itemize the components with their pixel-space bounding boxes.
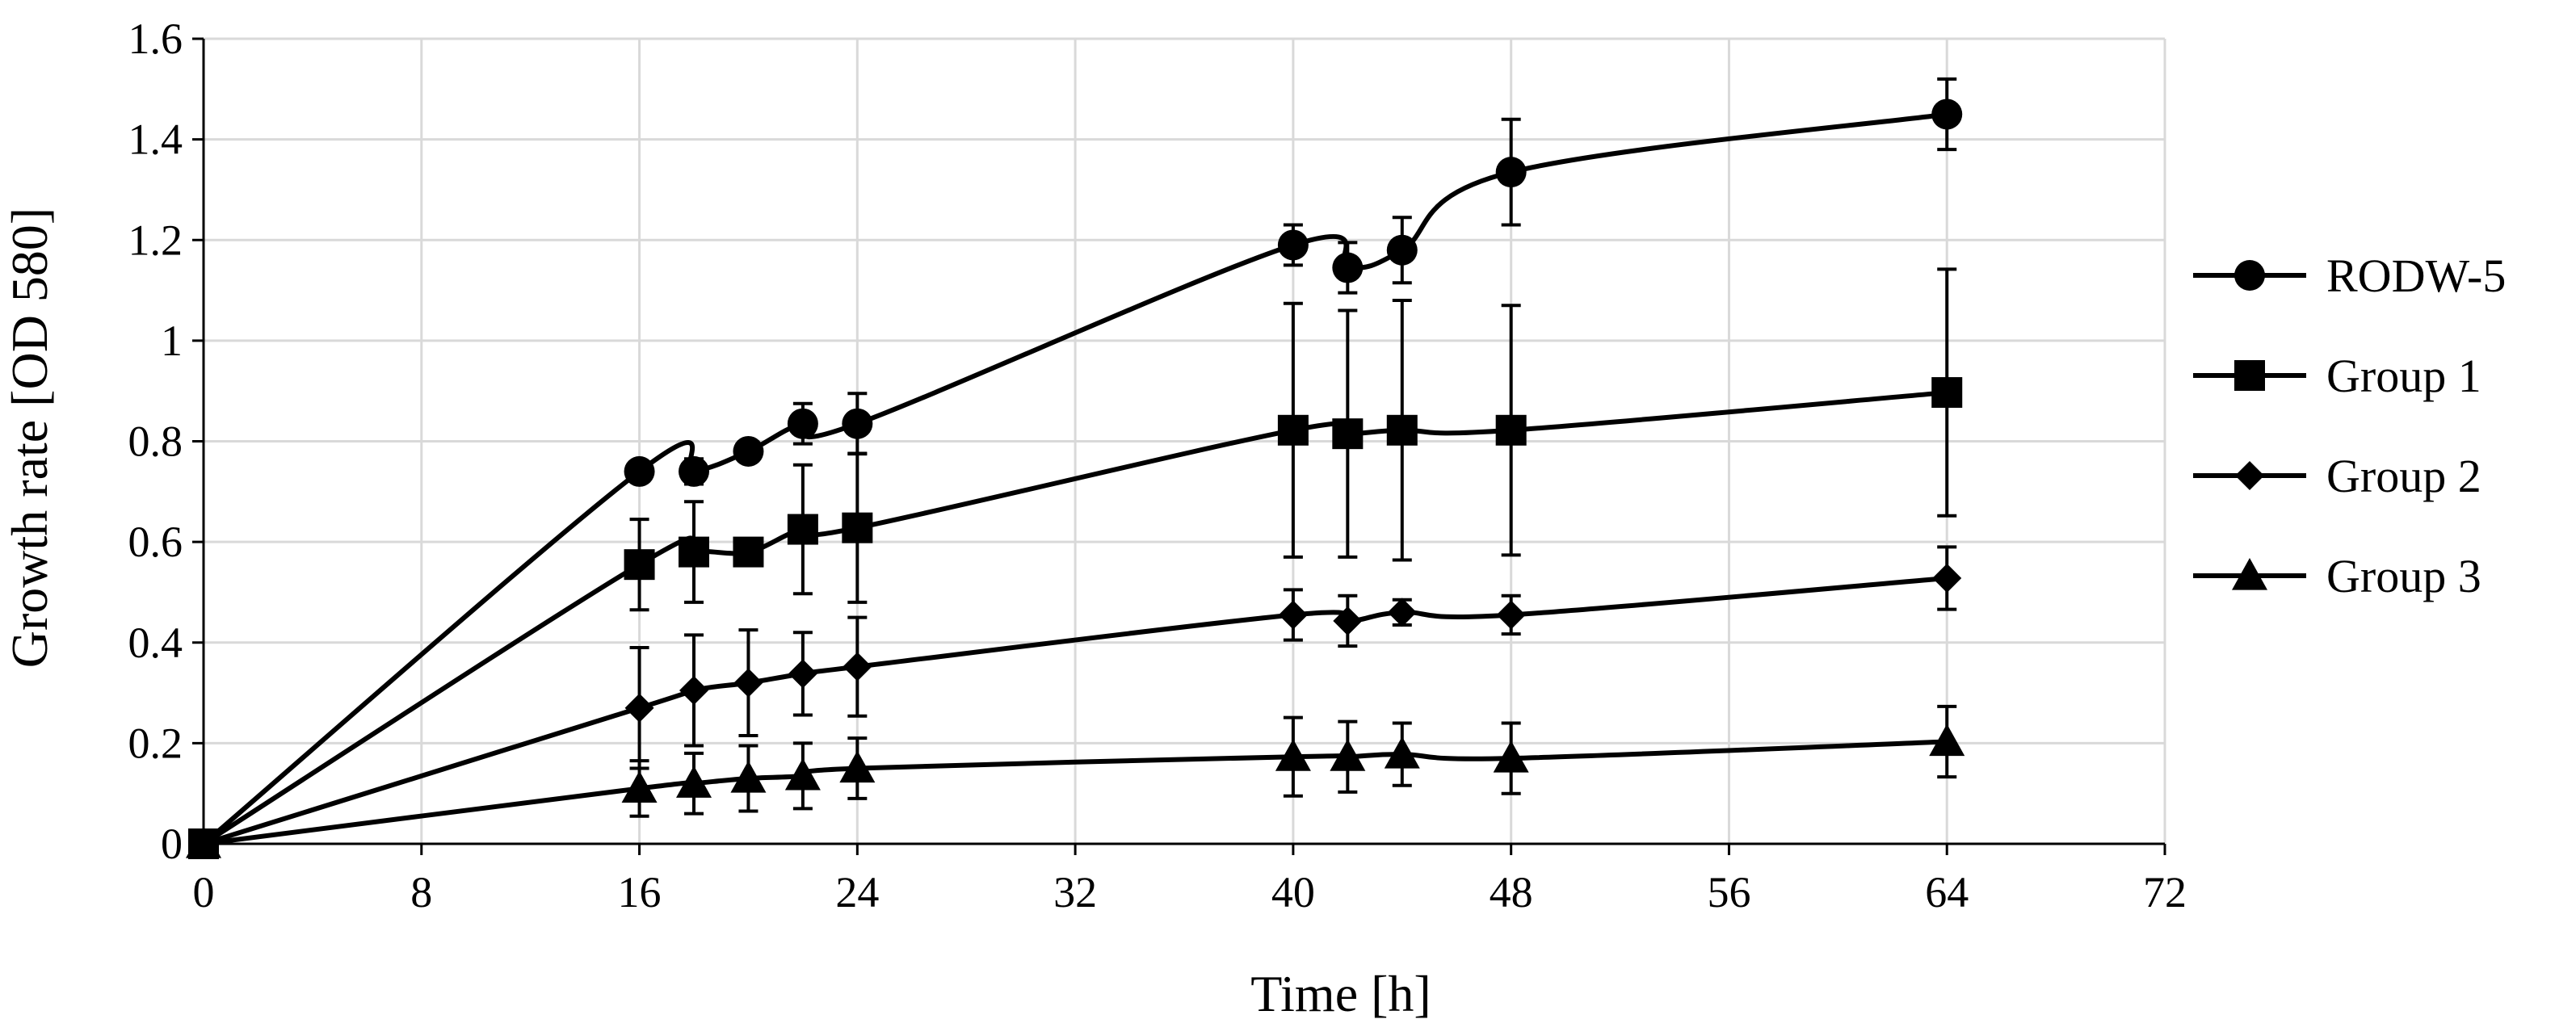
y-tick-labels: 0 0.2 0.4 0.6 0.8 1 1.2 1.4 1.6 — [128, 15, 183, 868]
legend-label: Group 3 — [2326, 550, 2481, 602]
data-point-group-1 — [1931, 377, 1963, 409]
y-tick-label: 1 — [161, 317, 183, 365]
y-tick-label: 1.2 — [128, 216, 183, 264]
data-point-group-3 — [186, 826, 221, 858]
data-point-group-2 — [1278, 600, 1308, 630]
series-group-2 — [189, 545, 1962, 858]
legend-label: Group 2 — [2326, 450, 2481, 502]
data-point-group-2 — [1932, 563, 1962, 593]
data-point-rodw-5 — [1277, 229, 1309, 261]
legend-entry-group-3: Group 3 — [2193, 550, 2481, 602]
data-point-group-3 — [676, 765, 712, 798]
data-point-group-3 — [621, 770, 658, 803]
x-tick-label: 0 — [193, 868, 215, 916]
series-group-1 — [188, 267, 1963, 859]
data-point-group-2 — [843, 652, 872, 682]
x-tick-label: 48 — [1490, 868, 1533, 916]
grid-lines — [204, 37, 2166, 844]
legend-marker-rodw-5 — [2234, 260, 2265, 291]
data-point-rodw-5 — [787, 408, 818, 439]
data-point-group-3 — [1384, 736, 1420, 769]
data-point-rodw-5 — [733, 435, 764, 467]
data-point-group-3 — [839, 750, 876, 783]
data-point-group-3 — [1275, 739, 1311, 771]
data-point-rodw-5 — [1386, 234, 1418, 266]
data-point-group-2 — [733, 668, 763, 698]
data-point-group-3 — [1929, 724, 1965, 757]
data-point-rodw-5 — [842, 408, 873, 439]
x-tick-label: 24 — [835, 868, 879, 916]
series — [186, 77, 1965, 859]
x-tick-label: 32 — [1053, 868, 1097, 916]
data-point-group-1 — [1495, 414, 1527, 446]
data-point-group-3 — [784, 757, 821, 791]
legend-entry-group-1: Group 1 — [2193, 350, 2481, 402]
data-point-group-1 — [842, 512, 873, 543]
series-group-3 — [186, 704, 1965, 858]
legend-marker-group-3 — [2232, 558, 2267, 590]
y-tick-label: 0.6 — [128, 518, 183, 566]
x-tick-label: 56 — [1707, 868, 1750, 916]
legend-entry-group-2: Group 2 — [2193, 450, 2481, 502]
data-point-group-1 — [679, 536, 709, 568]
x-tick-label: 64 — [1925, 868, 1969, 916]
data-point-group-3 — [1330, 739, 1366, 771]
y-tick-label: 0.2 — [128, 719, 183, 767]
data-point-rodw-5 — [1931, 99, 1963, 130]
y-tick-label: 0.4 — [128, 619, 183, 667]
series-line-group-3 — [203, 739, 1948, 846]
data-point-rodw-5 — [679, 455, 709, 487]
legend-marker-group-1 — [2234, 360, 2265, 391]
data-point-group-2 — [1333, 606, 1363, 635]
y-tick-label: 0 — [161, 820, 183, 868]
series-line-group-2 — [203, 576, 1948, 846]
series-line-group-1 — [202, 390, 1948, 846]
data-point-rodw-5 — [1332, 252, 1364, 283]
data-point-group-2 — [624, 693, 654, 723]
y-tick-label: 0.8 — [128, 417, 183, 466]
data-point-group-1 — [1277, 414, 1309, 446]
series-line-rodw-5 — [202, 111, 1948, 846]
data-point-group-3 — [730, 760, 767, 793]
data-point-group-1 — [733, 536, 764, 568]
data-point-group-1 — [624, 549, 655, 581]
x-tick-label: 40 — [1271, 868, 1315, 916]
data-point-group-2 — [1496, 600, 1526, 630]
x-tick-label: 16 — [618, 868, 662, 916]
y-axis-title: Growth rate [OD 580] — [1, 208, 58, 669]
x-axis-title: Time [h] — [1250, 965, 1431, 1022]
x-tick-label: 72 — [2143, 868, 2187, 916]
y-tick-label: 1.4 — [128, 115, 183, 164]
data-point-group-2 — [788, 659, 817, 689]
legend-label: RODW-5 — [2326, 250, 2506, 302]
legend-label: Group 1 — [2326, 350, 2481, 402]
legend-entry-rodw-5: RODW-5 — [2193, 250, 2506, 302]
data-point-group-1 — [1332, 418, 1364, 450]
legend: RODW-5 Group 1 Group 2 Group 3 — [2193, 250, 2506, 602]
x-tick-label: 8 — [410, 868, 432, 916]
x-tick-labels: 0 8 16 24 32 40 48 56 64 72 — [193, 868, 2187, 916]
data-point-rodw-5 — [624, 455, 655, 487]
axes — [192, 37, 2166, 855]
legend-marker-group-2 — [2235, 461, 2264, 490]
data-point-group-2 — [679, 675, 708, 705]
y-tick-label: 1.6 — [128, 15, 183, 63]
data-point-group-1 — [787, 514, 818, 545]
data-point-group-1 — [1386, 414, 1418, 446]
data-point-group-3 — [1493, 740, 1529, 773]
data-point-rodw-5 — [1495, 157, 1527, 188]
data-point-group-2 — [1387, 598, 1417, 627]
